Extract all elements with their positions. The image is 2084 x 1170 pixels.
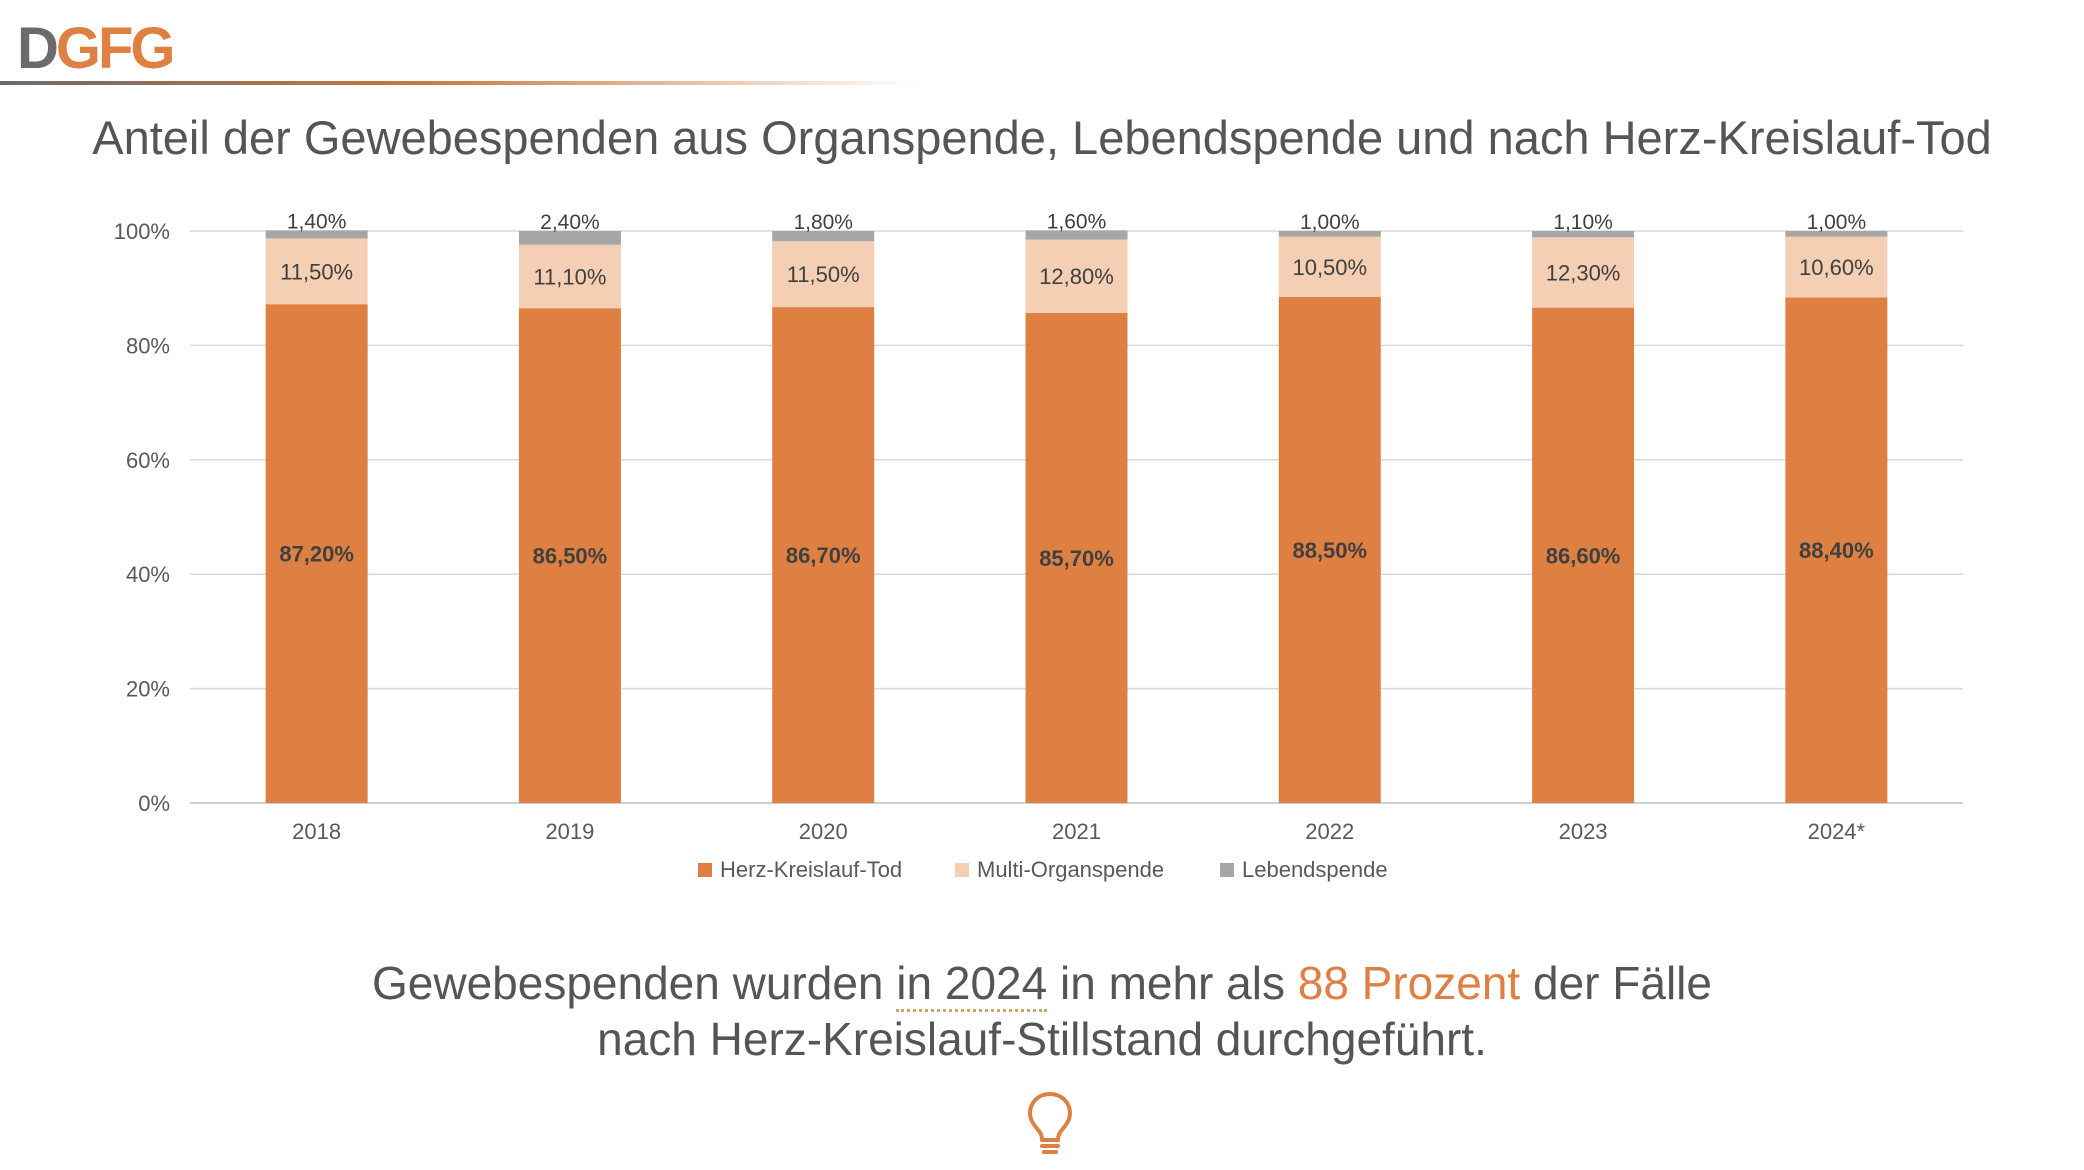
bar-segment — [1278, 231, 1381, 237]
svg-text:DGFG: DGFG — [17, 16, 173, 76]
header-rule — [0, 81, 920, 85]
data-label: 12,80% — [1039, 264, 1114, 289]
bar-segment — [1532, 307, 1635, 803]
data-label: 12,30% — [1546, 260, 1621, 285]
y-tick-label: 20% — [126, 677, 170, 702]
data-label: 86,70% — [786, 543, 861, 568]
x-tick-label: 2018 — [292, 819, 341, 844]
y-tick-label: 60% — [126, 448, 170, 473]
x-tick-label: 2021 — [1052, 819, 1101, 844]
lightbulb-icon — [1028, 1092, 1072, 1154]
data-label: 86,50% — [533, 544, 608, 569]
summary-part-5: der Fälle — [1520, 957, 1712, 1009]
x-tick-label: 2024* — [1808, 819, 1866, 844]
bar-segment — [265, 238, 368, 305]
x-tick-label: 2023 — [1559, 819, 1608, 844]
data-label: 1,40% — [287, 210, 347, 233]
legend-swatch — [698, 863, 712, 877]
legend-label: Lebendspende — [1242, 857, 1388, 882]
summary-part-1: Gewebespenden wurden — [372, 957, 897, 1009]
legend-label: Multi-Organspende — [977, 857, 1164, 882]
legend-label: Herz-Kreislauf-Tod — [720, 857, 902, 882]
data-label: 1,80% — [793, 211, 853, 234]
bar-segment — [1278, 236, 1381, 297]
bar-segment — [1785, 297, 1888, 803]
y-tick-label: 80% — [126, 333, 170, 358]
data-label: 1,60% — [1047, 210, 1107, 233]
bars: 87,20% 11,50% 1,40% 86,50% 11,10% 2,40% 86,70%… — [265, 210, 1888, 803]
bar-segment — [1278, 296, 1381, 803]
data-label: 2,40% — [540, 211, 600, 234]
x-tick-label: 2019 — [545, 819, 594, 844]
bar-segment — [772, 231, 875, 242]
bar-segment — [1025, 230, 1128, 240]
bar-segment — [772, 307, 875, 803]
bar-segment — [1532, 237, 1635, 308]
bar-segment — [1025, 239, 1128, 313]
x-tick-label: 2020 — [799, 819, 848, 844]
bar-segment — [772, 241, 875, 308]
stacked-bar-chart: 0% 20% 40% 60% 80% 100% 87,20% 11,50% 1,40% 86,5… — [114, 210, 1963, 882]
summary-year: in 2024 — [896, 957, 1048, 1012]
logo-letters-orange: GFG — [56, 16, 173, 76]
summary-text: Gewebespenden wurden in 2024 in mehr als… — [0, 955, 2084, 1067]
data-label: 1,00% — [1300, 211, 1360, 234]
logo-letter-gray: D — [17, 16, 57, 76]
data-label: 1,10% — [1553, 211, 1613, 234]
x-tick-label: 2022 — [1305, 819, 1354, 844]
summary-line-1: Gewebespenden wurden in 2024 in mehr als… — [0, 955, 2084, 1012]
bar-segment — [518, 244, 621, 309]
y-tick-label: 0% — [138, 791, 170, 816]
data-label: 88,50% — [1292, 538, 1367, 563]
bar-segment — [1025, 312, 1128, 803]
bar-segment — [518, 231, 621, 245]
summary-line-2: nach Herz-Kreislauf-Stillstand durchgefü… — [597, 1013, 1487, 1065]
legend: Herz-Kreislauf-Tod Multi-Organspende Leben… — [698, 857, 1388, 882]
bar-segment — [1785, 236, 1888, 298]
bar-segment — [265, 230, 368, 239]
y-tick-label: 40% — [126, 562, 170, 587]
y-axis: 0% 20% 40% 60% 80% 100% — [114, 219, 170, 816]
legend-swatch — [955, 863, 969, 877]
bar-segment — [1532, 231, 1635, 238]
page-title: Anteil der Gewebespenden aus Organspende… — [92, 111, 1992, 164]
data-label: 10,50% — [1292, 255, 1367, 280]
summary-part-3: in mehr als — [1047, 957, 1298, 1009]
data-label: 88,40% — [1799, 538, 1874, 563]
y-tick-label: 100% — [114, 219, 170, 244]
bar-segment — [265, 304, 368, 803]
data-label: 10,60% — [1799, 255, 1874, 280]
bar-segment — [518, 308, 621, 803]
legend-swatch — [1220, 863, 1234, 877]
data-label: 85,70% — [1039, 546, 1114, 571]
data-label: 86,60% — [1546, 543, 1621, 568]
x-axis: 2018 2019 2020 2021 2022 2023 2024* — [292, 819, 1865, 844]
data-label: 11,50% — [787, 262, 860, 287]
data-label: 11,50% — [280, 259, 353, 284]
data-label: 87,20% — [279, 542, 354, 567]
summary-highlight: 88 Prozent — [1297, 957, 1521, 1009]
dgfg-logo: DGFG — [17, 16, 176, 76]
data-label: 1,00% — [1807, 211, 1867, 234]
bar-segment — [1785, 231, 1888, 237]
data-label: 11,10% — [533, 264, 606, 289]
